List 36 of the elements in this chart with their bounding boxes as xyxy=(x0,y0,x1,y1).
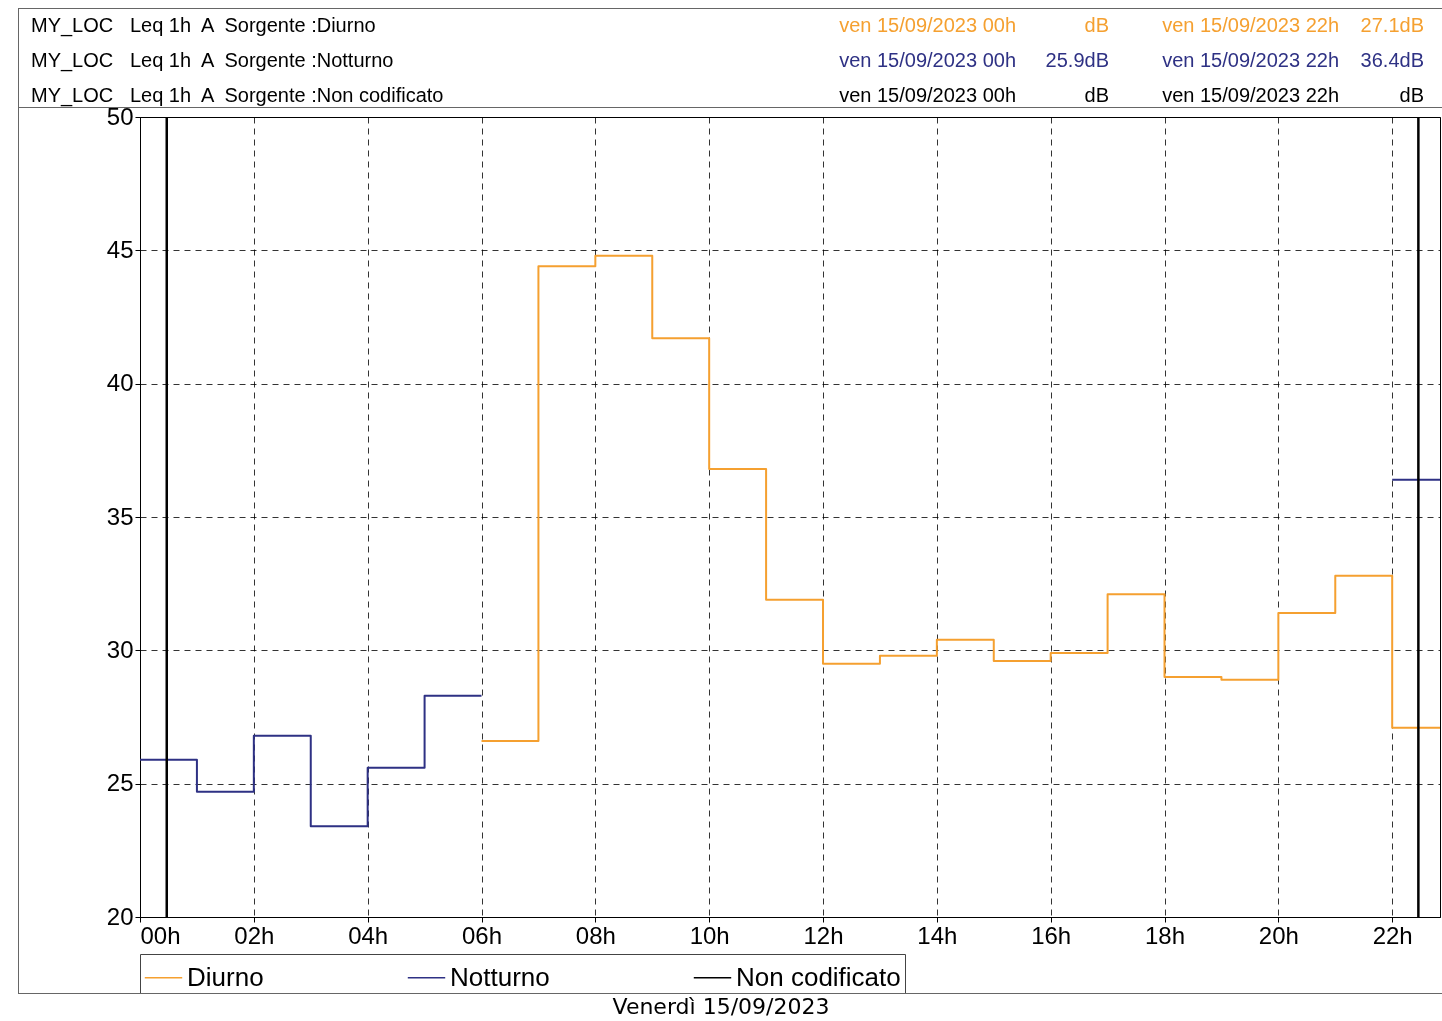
text: ven 15/09/2023 00h xyxy=(838,13,1017,37)
x-tick-label: 06h xyxy=(461,921,503,949)
text: ven 15/09/2023 00h xyxy=(838,48,1017,72)
text: ven 15/09/2023 22h xyxy=(1161,13,1340,37)
text: ven 15/09/2023 22h xyxy=(1161,83,1340,107)
y-tick-label: 20 xyxy=(106,902,134,930)
y-tick-label: 40 xyxy=(106,369,134,397)
x-tick-label: 22h xyxy=(1372,921,1413,949)
x-tick-label: 02h xyxy=(234,921,275,949)
legend-label: Non codificato xyxy=(736,961,901,992)
y-tick-label: 25 xyxy=(106,769,134,797)
text: dB xyxy=(1083,13,1109,37)
x-tick-label: 12h xyxy=(803,921,844,949)
text: MY_LOC Leq 1h A Sorgente :Diurno xyxy=(31,13,377,37)
y-tick-label: 45 xyxy=(106,235,134,263)
text: ven 15/09/2023 22h xyxy=(1161,48,1340,72)
x-axis-title: Venerdì 15/09/2023 xyxy=(0,994,1442,1019)
x-tick-label: 14h xyxy=(917,921,958,949)
x-tick-label: 10h xyxy=(689,921,730,949)
legend-label: Diurno xyxy=(187,961,264,992)
text: 25.9dB xyxy=(1044,48,1109,72)
text: 27.1dB xyxy=(1359,13,1424,37)
x-tick-label: 00h xyxy=(140,921,181,949)
text: 36.4dB xyxy=(1359,48,1424,72)
x-tick-label: 04h xyxy=(348,921,389,949)
x-tick-label: 16h xyxy=(1031,921,1072,949)
text: dB xyxy=(1083,83,1109,107)
x-tick-label: 18h xyxy=(1144,921,1186,949)
x-tick-label: 20h xyxy=(1258,921,1299,949)
legend-label: Notturno xyxy=(450,961,550,992)
text: ven 15/09/2023 00h xyxy=(838,83,1017,107)
x-tick-label: 08h xyxy=(575,921,616,949)
text: MY_LOC Leq 1h A Sorgente :Notturno xyxy=(31,48,395,72)
y-tick-label: 30 xyxy=(106,635,134,663)
y-tick-label: 35 xyxy=(106,502,134,530)
text: dB xyxy=(1398,83,1424,107)
